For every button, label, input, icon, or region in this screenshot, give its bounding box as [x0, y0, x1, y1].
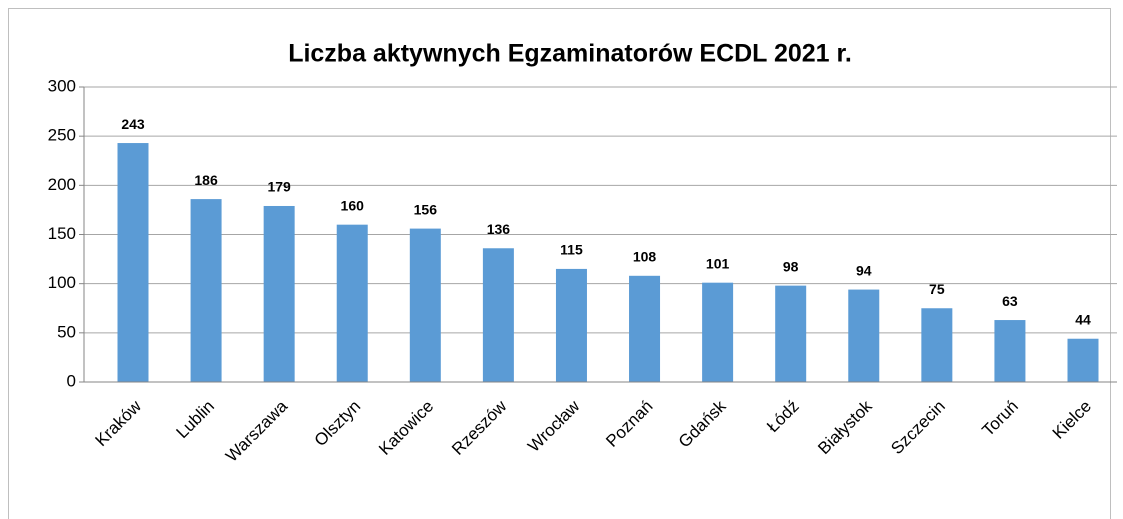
data-label: 101 [706, 255, 730, 271]
data-label: 156 [414, 201, 438, 217]
bar [336, 224, 368, 382]
chart-border [8, 8, 1111, 519]
data-label: 160 [341, 197, 365, 213]
chart-title: Liczba aktywnych Egzaminatorów ECDL 2021… [288, 40, 852, 68]
data-label: 44 [1075, 311, 1091, 327]
y-tick-label: 300 [48, 76, 76, 95]
bar [994, 320, 1026, 382]
data-label: 94 [856, 262, 872, 278]
bar [921, 308, 953, 382]
data-label: 243 [121, 116, 145, 132]
y-tick-label: 100 [48, 273, 76, 292]
y-tick-label: 50 [57, 322, 76, 341]
y-tick-label: 250 [48, 126, 76, 145]
bar [263, 205, 295, 382]
bar [482, 248, 514, 382]
data-label: 136 [487, 221, 511, 237]
data-label: 98 [783, 258, 799, 274]
y-tick-label: 200 [48, 175, 76, 194]
data-label: 75 [929, 281, 945, 297]
data-label: 179 [267, 179, 291, 195]
bar [629, 275, 661, 382]
bar [1067, 338, 1099, 382]
y-tick-label: 0 [67, 371, 76, 390]
y-tick-label: 150 [48, 224, 76, 243]
bar [775, 285, 807, 382]
data-label: 63 [1002, 293, 1018, 309]
bar [409, 228, 441, 382]
bar [190, 199, 222, 382]
data-label: 186 [194, 172, 218, 188]
bar [555, 268, 587, 382]
data-label: 115 [560, 242, 583, 258]
bar [117, 143, 149, 382]
bar [848, 289, 880, 382]
data-label: 108 [633, 249, 657, 265]
bar [702, 282, 734, 382]
